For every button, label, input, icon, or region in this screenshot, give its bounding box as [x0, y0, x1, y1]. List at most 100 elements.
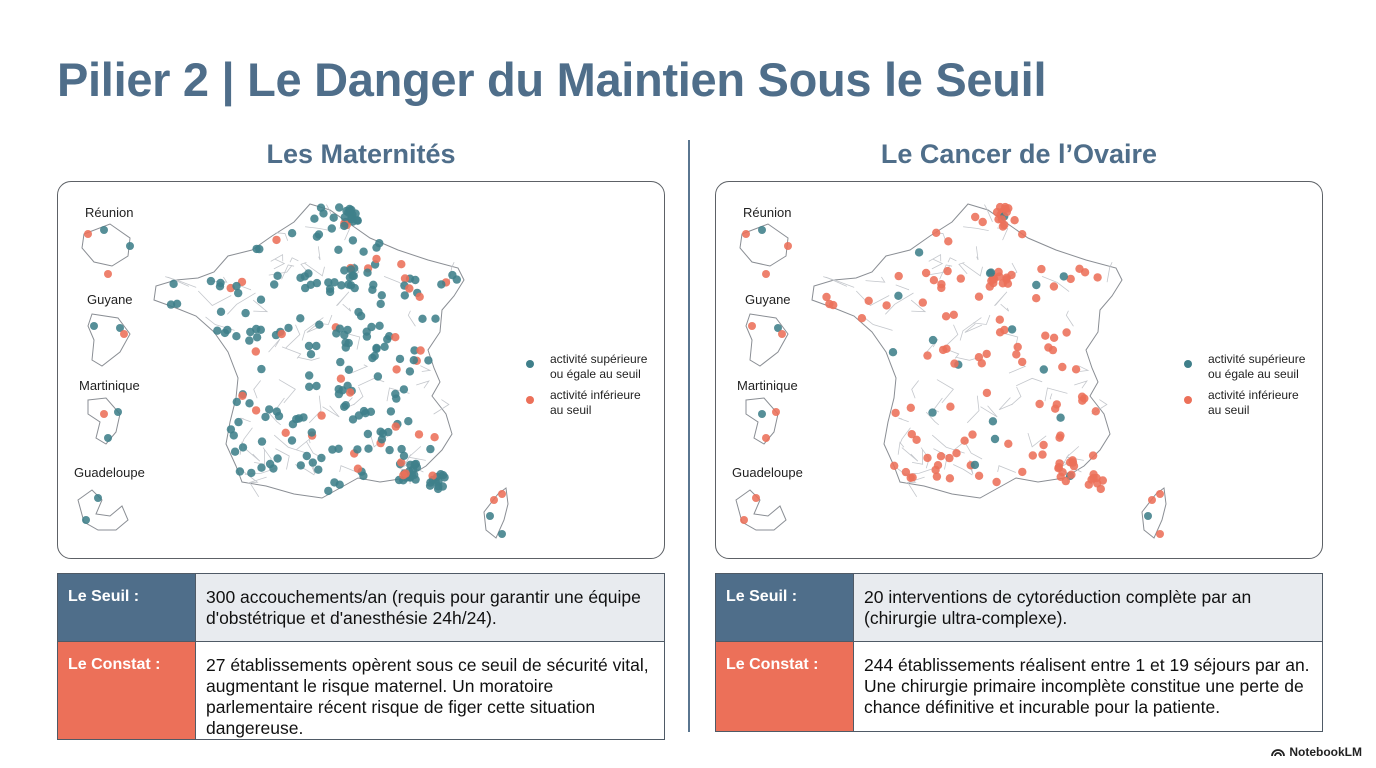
establishment-dot [305, 382, 314, 391]
establishment-dot [1093, 273, 1102, 282]
establishment-dot [359, 247, 368, 256]
france-map: Réunion Guyane Martinique Guadeloupe act… [732, 202, 1306, 539]
department-border [1065, 310, 1074, 327]
panel-maternites: Les Maternités Réunion Guyane Martinique… [57, 138, 665, 740]
establishment-dot [1044, 343, 1053, 352]
establishment-dot [486, 512, 494, 520]
establishment-dot [430, 433, 439, 442]
guadeloupe-outline [77, 489, 129, 531]
legend-above-line2: ou égale au seuil [550, 367, 641, 381]
establishment-dot [762, 434, 770, 442]
department-border [898, 417, 909, 423]
establishment-dot [229, 431, 238, 440]
department-border [297, 356, 320, 361]
establishment-dot [368, 353, 377, 363]
establishment-dot [375, 321, 384, 330]
establishment-dot [364, 444, 373, 453]
establishment-dot [397, 444, 406, 454]
department-border [955, 356, 978, 361]
department-border [165, 276, 197, 288]
establishment-dot [386, 407, 396, 416]
establishment-dot [882, 301, 891, 310]
establishment-dot [1089, 470, 1098, 479]
establishment-dot [104, 270, 112, 278]
establishment-dot [778, 330, 786, 338]
department-border [254, 449, 266, 465]
establishment-dot [315, 320, 324, 329]
establishment-dot [335, 203, 344, 212]
department-border [972, 314, 991, 325]
department-border [308, 395, 322, 424]
establishment-dot [974, 471, 984, 480]
establishment-dot [247, 468, 256, 478]
establishment-dot [312, 341, 321, 351]
establishment-dot [938, 345, 948, 355]
department-border [416, 380, 430, 389]
establishment-dot [324, 486, 333, 496]
department-border [275, 232, 289, 241]
establishment-dot [928, 408, 937, 417]
department-border [943, 324, 959, 349]
establishment-dot [978, 217, 987, 227]
establishment-dot [405, 284, 414, 293]
establishment-dot [273, 271, 282, 280]
establishment-dot [327, 224, 336, 233]
establishment-dot [1000, 325, 1009, 335]
label-guyane: Guyane [745, 292, 791, 307]
department-border [252, 299, 269, 313]
establishment-dot [1156, 490, 1164, 498]
department-border [931, 258, 944, 270]
establishment-dot [995, 202, 1005, 212]
establishment-dot [302, 451, 311, 461]
establishment-dot [341, 338, 350, 347]
establishment-dot [376, 299, 385, 309]
establishment-dot [1062, 328, 1071, 337]
label-martinique: Martinique [737, 378, 798, 393]
establishment-dot [970, 460, 980, 470]
legend-above-dot [1184, 360, 1192, 368]
department-border [1027, 432, 1047, 448]
establishment-dot [287, 229, 297, 238]
establishment-dot [296, 314, 305, 323]
establishment-dot [1018, 357, 1027, 367]
establishment-dot [273, 454, 282, 463]
department-border [911, 380, 919, 399]
department-border [1078, 365, 1090, 372]
establishment-dot [914, 248, 924, 257]
establishment-dot [350, 283, 359, 293]
establishment-dot [1091, 407, 1100, 416]
department-border [997, 465, 1016, 473]
guyane-outline [87, 313, 131, 367]
establishment-dot [270, 280, 279, 289]
establishment-dot [977, 359, 986, 368]
department-border [317, 246, 321, 261]
establishment-dot [1049, 282, 1059, 291]
establishment-dot [216, 278, 225, 288]
establishment-dot [345, 388, 355, 397]
department-border [823, 276, 855, 288]
legend-below-line2: au seuil [550, 403, 591, 417]
establishment-dot [1018, 230, 1027, 239]
establishment-dot [287, 436, 297, 445]
establishment-dot [300, 272, 309, 281]
department-border [336, 291, 350, 306]
department-border [407, 446, 426, 461]
department-border [863, 316, 893, 331]
label-guyane: Guyane [87, 292, 133, 307]
establishment-dot [1004, 439, 1013, 448]
department-border [975, 246, 979, 261]
establishment-dot [245, 399, 254, 408]
info-table: Le Seuil : 20 interventions de cytoréduc… [715, 573, 1323, 732]
establishment-dot [1088, 451, 1098, 460]
establishment-dot [334, 245, 343, 254]
establishment-dot [1041, 331, 1050, 340]
establishment-dot [888, 348, 898, 357]
legend-above-line2: ou égale au seuil [1208, 367, 1299, 381]
establishment-dot [1054, 463, 1063, 472]
legend-below-dot [526, 396, 534, 404]
establishment-dot [391, 422, 400, 431]
establishment-dot [742, 230, 750, 238]
establishment-dot [1066, 274, 1075, 284]
department-border [964, 323, 983, 333]
establishment-dot [234, 417, 243, 427]
